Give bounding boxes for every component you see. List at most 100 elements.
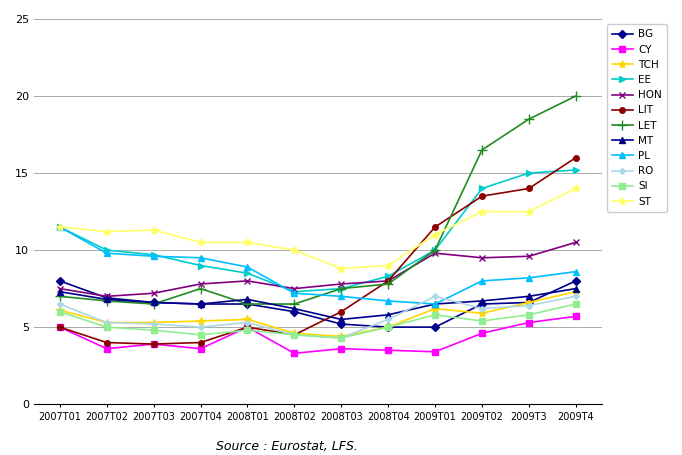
ST bbox=[384, 263, 392, 268]
CY bbox=[56, 324, 64, 330]
TCH bbox=[56, 308, 64, 313]
SI bbox=[337, 335, 345, 341]
RO bbox=[56, 301, 64, 307]
LET bbox=[478, 147, 486, 153]
PL bbox=[149, 253, 158, 259]
ST bbox=[102, 229, 110, 234]
ST bbox=[149, 228, 158, 233]
RO bbox=[291, 332, 299, 338]
MT bbox=[243, 297, 252, 302]
LIT bbox=[102, 340, 110, 345]
Line: HON: HON bbox=[57, 239, 579, 300]
ST bbox=[196, 240, 205, 245]
RO bbox=[102, 320, 110, 325]
LET bbox=[102, 298, 110, 303]
BG bbox=[572, 278, 580, 283]
Line: LIT: LIT bbox=[57, 155, 578, 347]
HON bbox=[149, 290, 158, 296]
Line: MT: MT bbox=[57, 286, 578, 322]
ST bbox=[337, 266, 345, 271]
EE bbox=[524, 170, 533, 176]
RO bbox=[572, 293, 580, 299]
TCH bbox=[572, 289, 580, 294]
EE bbox=[478, 186, 486, 191]
LIT bbox=[56, 324, 64, 330]
EE bbox=[56, 224, 64, 230]
CY bbox=[572, 313, 580, 319]
BG bbox=[337, 321, 345, 327]
CY bbox=[243, 324, 252, 330]
Line: LET: LET bbox=[55, 91, 580, 309]
TCH bbox=[524, 300, 533, 305]
SI bbox=[431, 312, 439, 318]
LIT bbox=[524, 186, 533, 191]
MT bbox=[102, 297, 110, 302]
RO bbox=[149, 321, 158, 327]
EE bbox=[431, 248, 439, 253]
TCH bbox=[196, 318, 205, 324]
Line: ST: ST bbox=[56, 184, 580, 273]
Legend: BG, CY, TCH, EE, HON, LIT, LET, MT, PL, RO, SI, ST: BG, CY, TCH, EE, HON, LIT, LET, MT, PL, … bbox=[607, 24, 667, 212]
HON bbox=[243, 278, 252, 283]
MT bbox=[384, 312, 392, 318]
TCH bbox=[431, 306, 439, 311]
MT bbox=[524, 293, 533, 299]
PL bbox=[431, 301, 439, 307]
PL bbox=[243, 264, 252, 270]
PL bbox=[524, 275, 533, 281]
HON bbox=[56, 286, 64, 291]
MT bbox=[149, 300, 158, 305]
CY bbox=[102, 346, 110, 351]
RO bbox=[431, 293, 439, 299]
EE bbox=[384, 273, 392, 279]
Line: RO: RO bbox=[58, 294, 578, 340]
PL bbox=[478, 278, 486, 283]
TCH bbox=[149, 320, 158, 325]
ST bbox=[524, 209, 533, 214]
BG bbox=[243, 301, 252, 307]
TCH bbox=[243, 317, 252, 322]
SI bbox=[384, 324, 392, 330]
HON bbox=[478, 255, 486, 261]
CY bbox=[384, 348, 392, 353]
HON bbox=[524, 253, 533, 259]
PL bbox=[102, 250, 110, 256]
Line: BG: BG bbox=[57, 278, 578, 330]
LIT bbox=[291, 332, 299, 338]
LET bbox=[243, 301, 252, 307]
LET bbox=[572, 93, 580, 99]
TCH bbox=[291, 331, 299, 336]
EE bbox=[149, 252, 158, 258]
SI bbox=[243, 328, 252, 333]
RO bbox=[478, 306, 486, 311]
PL bbox=[572, 269, 580, 274]
LET bbox=[56, 293, 64, 299]
TCH bbox=[478, 310, 486, 316]
Line: SI: SI bbox=[57, 301, 578, 341]
TCH bbox=[102, 320, 110, 325]
MT bbox=[337, 317, 345, 322]
TCH bbox=[337, 334, 345, 339]
PL bbox=[196, 255, 205, 261]
SI bbox=[291, 332, 299, 338]
LET bbox=[149, 301, 158, 307]
BG bbox=[384, 324, 392, 330]
ST bbox=[56, 224, 64, 230]
Line: CY: CY bbox=[57, 313, 578, 356]
ST bbox=[291, 248, 299, 253]
BG bbox=[524, 300, 533, 305]
LIT bbox=[478, 193, 486, 199]
EE bbox=[243, 270, 252, 276]
LET bbox=[524, 116, 533, 122]
LIT bbox=[431, 224, 439, 230]
SI bbox=[524, 312, 533, 318]
BG bbox=[478, 301, 486, 307]
CY bbox=[524, 320, 533, 325]
EE bbox=[572, 167, 580, 173]
MT bbox=[56, 289, 64, 294]
BG bbox=[102, 295, 110, 301]
LIT bbox=[337, 309, 345, 314]
HON bbox=[337, 281, 345, 287]
PL bbox=[291, 290, 299, 296]
HON bbox=[291, 286, 299, 291]
